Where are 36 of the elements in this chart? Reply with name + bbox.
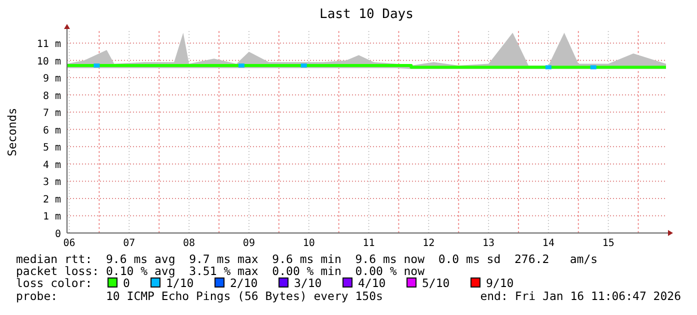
- y-tick-label: 11 m: [36, 39, 61, 50]
- legend-label: 2/10: [230, 276, 258, 290]
- chart-title: Last 10 Days: [320, 7, 414, 22]
- x-tick-label: 10: [302, 238, 315, 249]
- y-tick-label: 2 m: [42, 194, 61, 206]
- x-tick-label: 06: [63, 238, 76, 249]
- legend-title: loss color:: [16, 276, 92, 290]
- legend-label: 5/10: [422, 276, 450, 290]
- x-tick-label: 13: [482, 238, 495, 249]
- x-tick-label: 11: [362, 238, 375, 249]
- y-tick-label: 10 m: [36, 56, 61, 68]
- x-tick-label: 12: [422, 238, 435, 249]
- y-tick-label: 3 m: [42, 177, 61, 188]
- y-tick-label: 1 m: [42, 212, 61, 223]
- text: median rtt: 9.6 ms avg 9.7 ms max 9.6 ms min 9.6 ms now 0.0 ms sd 276.2 am/s: [16, 252, 598, 266]
- y-axis-title: Seconds: [5, 108, 19, 156]
- legend-label: 4/10: [358, 276, 386, 290]
- legend-label: 1/10: [166, 276, 194, 290]
- text: end: Fri Jan 16 11:06:47 2026: [480, 289, 682, 303]
- y-tick-label: 9 m: [42, 74, 61, 85]
- text: packet loss: 0.10 % avg 3.51 % max 0.00 % min 0.00 % now: [16, 264, 425, 278]
- x-tick-label: 15: [602, 238, 614, 249]
- text: probe: 10 ICMP Echo Pings (56 Bytes) every 150s: [16, 289, 383, 303]
- legend-label: 0: [123, 276, 130, 290]
- y-tick-label: 4 m: [42, 160, 61, 171]
- x-tick-label: 08: [183, 238, 196, 249]
- y-tick-label: 7 m: [42, 108, 61, 120]
- x-tick-label: 14: [542, 238, 554, 249]
- y-tick-label: 8 m: [42, 90, 61, 102]
- legend-label: 3/10: [294, 276, 322, 290]
- x-tick-label: 07: [123, 238, 136, 249]
- x-tick-label: 09: [242, 238, 255, 249]
- y-tick-label: 6 m: [42, 125, 61, 136]
- y-tick-label: 5 m: [42, 142, 61, 154]
- y-tick-label: 0: [54, 229, 61, 240]
- legend-label: 9/10: [486, 276, 514, 290]
